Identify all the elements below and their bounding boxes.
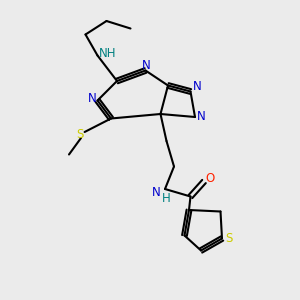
Text: N: N [142,58,151,72]
Text: O: O [206,172,214,185]
Text: N: N [196,110,206,124]
Text: S: S [77,128,84,141]
Text: N: N [88,92,97,106]
Text: NH: NH [99,46,117,60]
Text: N: N [193,80,202,93]
Text: N: N [152,186,161,199]
Text: S: S [225,232,232,245]
Text: H: H [162,192,171,205]
